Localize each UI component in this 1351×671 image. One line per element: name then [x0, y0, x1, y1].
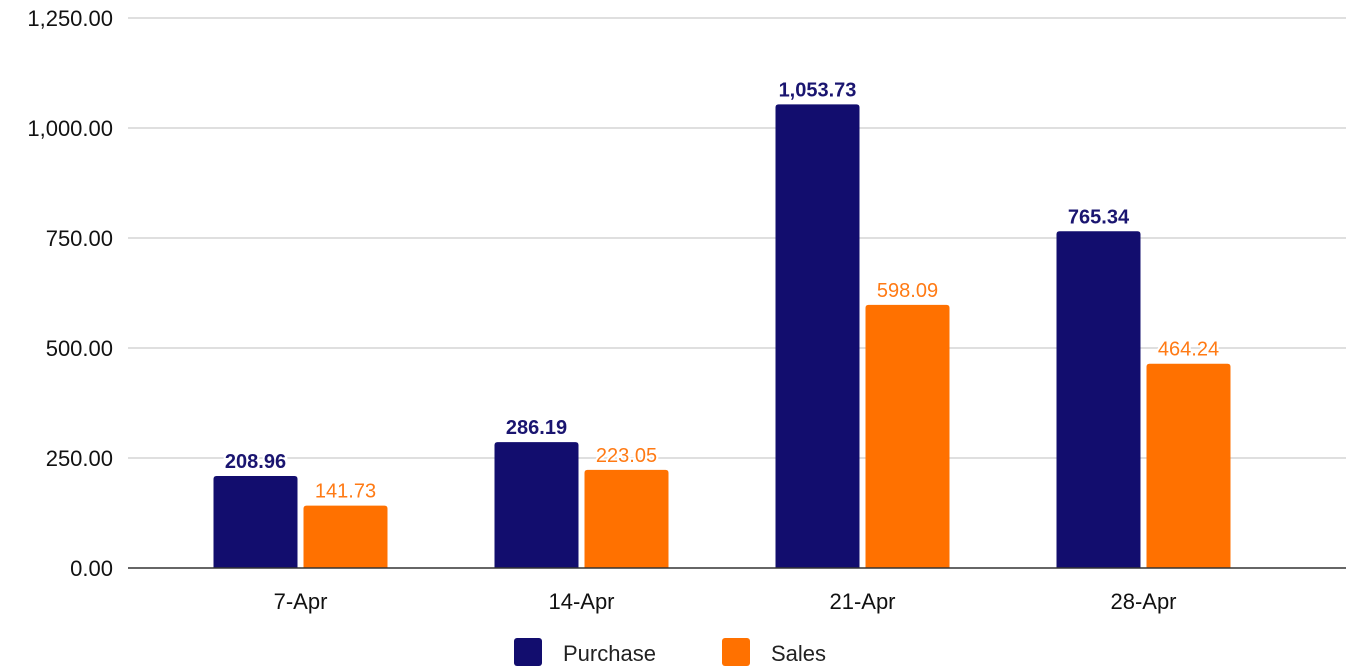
legend-label-purchase: Purchase [563, 641, 656, 666]
bar-sales-7-apr [303, 505, 388, 568]
legend-label-sales: Sales [771, 641, 826, 666]
y-tick-label: 250.00 [46, 446, 113, 471]
gridlines [128, 17, 1346, 459]
data-labels: 208.96 141.73 286.19 223.05 1,053.73 598.09 76… [223, 77, 1221, 504]
y-tick-label: 1,250.00 [27, 6, 113, 31]
data-label-purchase: 208.96 [225, 451, 286, 473]
bar-purchase-21-apr [775, 104, 860, 569]
legend-swatch-purchase [514, 638, 542, 666]
bar-purchase-28-apr [1056, 231, 1141, 568]
legend: Purchase Sales [514, 638, 826, 666]
y-tick-label: 1,000.00 [27, 116, 113, 141]
y-tick-label: 500.00 [46, 336, 113, 361]
data-label-purchase: 1,053.73 [779, 79, 857, 101]
data-label-sales: 223.05 [596, 445, 657, 467]
bar-purchase-7-apr [213, 476, 298, 568]
data-label-sales: 141.73 [315, 481, 376, 503]
y-tick-label: 750.00 [46, 226, 113, 251]
data-label-sales: 464.24 [1158, 339, 1219, 361]
data-label-purchase: 286.19 [506, 417, 567, 439]
data-label-sales: 598.09 [877, 280, 938, 302]
y-axis-tick-labels: 0.00 250.00 500.00 750.00 1,000.00 1,250.00 [27, 6, 113, 581]
x-axis-tick-labels: 7-Apr 14-Apr 21-Apr 28-Apr [274, 589, 1177, 614]
bar-sales-28-apr [1146, 363, 1231, 568]
bars [213, 104, 1231, 569]
x-tick-label: 14-Apr [548, 589, 614, 614]
x-tick-label: 7-Apr [274, 589, 328, 614]
bar-sales-14-apr [584, 469, 669, 568]
x-tick-label: 21-Apr [829, 589, 895, 614]
data-label-purchase: 765.34 [1068, 206, 1130, 228]
x-tick-label: 28-Apr [1110, 589, 1176, 614]
bar-sales-21-apr [865, 304, 950, 568]
bar-purchase-14-apr [494, 442, 579, 568]
legend-swatch-sales [722, 638, 750, 666]
y-tick-label: 0.00 [70, 556, 113, 581]
